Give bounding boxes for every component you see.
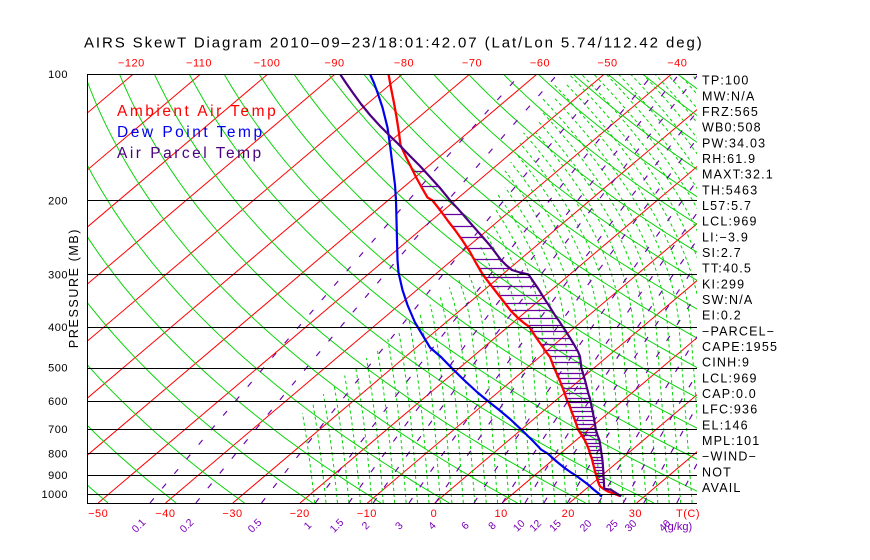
svg-text:−60: −60 — [530, 58, 550, 70]
svg-text:LCL:969: LCL:969 — [702, 215, 758, 229]
svg-text:−80: −80 — [394, 58, 414, 70]
svg-text:LI:−3.9: LI:−3.9 — [702, 230, 749, 244]
svg-text:−20: −20 — [290, 508, 310, 520]
svg-text:WB0:508: WB0:508 — [702, 121, 762, 135]
svg-text:700: 700 — [48, 424, 68, 436]
svg-text:−WIND−: −WIND− — [702, 450, 757, 464]
svg-text:300: 300 — [48, 269, 68, 281]
svg-text:−10: −10 — [357, 508, 377, 520]
svg-text:−PARCEL−: −PARCEL− — [702, 324, 775, 338]
svg-text:200: 200 — [48, 196, 68, 208]
svg-text:CINH:9: CINH:9 — [702, 356, 750, 370]
svg-text:(g/kg): (g/kg) — [664, 521, 692, 533]
svg-text:400: 400 — [48, 322, 68, 334]
svg-text:AVAIL: AVAIL — [702, 481, 742, 495]
svg-text:30: 30 — [629, 508, 642, 520]
svg-text:−30: −30 — [222, 508, 242, 520]
svg-text:−40: −40 — [155, 508, 175, 520]
svg-text:10: 10 — [494, 508, 507, 520]
svg-text:MAXT:32.1: MAXT:32.1 — [702, 168, 774, 182]
svg-text:CAPE:1955: CAPE:1955 — [702, 340, 778, 354]
svg-text:Dew Point Temp: Dew Point Temp — [117, 124, 265, 141]
svg-text:LFC:936: LFC:936 — [702, 403, 758, 417]
svg-text:0: 0 — [431, 508, 438, 520]
svg-text:TP:100: TP:100 — [702, 74, 750, 88]
svg-text:−90: −90 — [324, 58, 344, 70]
svg-text:−70: −70 — [462, 58, 482, 70]
svg-text:FRZ:565: FRZ:565 — [702, 105, 759, 119]
svg-text:Ambient Air Temp: Ambient Air Temp — [117, 103, 278, 120]
svg-text:−40: −40 — [667, 58, 687, 70]
svg-text:MPL:101: MPL:101 — [702, 434, 760, 448]
svg-text:T(C): T(C) — [676, 508, 700, 520]
svg-text:−120: −120 — [118, 58, 145, 70]
svg-text:PW:34.03: PW:34.03 — [702, 136, 766, 150]
svg-text:AIRS SkewT Diagram 2010–09–23/: AIRS SkewT Diagram 2010–09–23/18:01:42.0… — [84, 35, 704, 52]
svg-text:Air Parcel Temp: Air Parcel Temp — [117, 145, 264, 162]
svg-text:MW:N/A: MW:N/A — [702, 89, 756, 103]
svg-text:SI:2.7: SI:2.7 — [702, 246, 742, 260]
svg-text:EI:0.2: EI:0.2 — [702, 309, 742, 323]
svg-text:−100: −100 — [254, 58, 281, 70]
svg-text:900: 900 — [48, 470, 68, 482]
svg-text:EL:146: EL:146 — [702, 418, 749, 432]
svg-text:NOT: NOT — [702, 465, 732, 479]
svg-text:−110: −110 — [186, 58, 212, 70]
svg-text:1000: 1000 — [42, 489, 68, 501]
svg-text:−50: −50 — [88, 508, 108, 520]
svg-text:SW:N/A: SW:N/A — [702, 293, 753, 307]
svg-text:RH:61.9: RH:61.9 — [702, 152, 756, 166]
svg-text:500: 500 — [48, 363, 68, 375]
svg-text:PRESSURE (MB): PRESSURE (MB) — [67, 228, 81, 348]
svg-text:KI:299: KI:299 — [702, 277, 745, 291]
svg-text:TT:40.5: TT:40.5 — [702, 262, 752, 276]
svg-text:CAP:0.0: CAP:0.0 — [702, 387, 757, 401]
svg-text:LCL:969: LCL:969 — [702, 371, 758, 385]
svg-text:20: 20 — [562, 508, 575, 520]
svg-text:100: 100 — [48, 69, 68, 81]
svg-text:TH:5463: TH:5463 — [702, 183, 758, 197]
svg-text:800: 800 — [48, 448, 68, 460]
svg-text:600: 600 — [48, 396, 68, 408]
svg-text:−50: −50 — [597, 58, 617, 70]
svg-text:L57:5.7: L57:5.7 — [702, 199, 752, 213]
